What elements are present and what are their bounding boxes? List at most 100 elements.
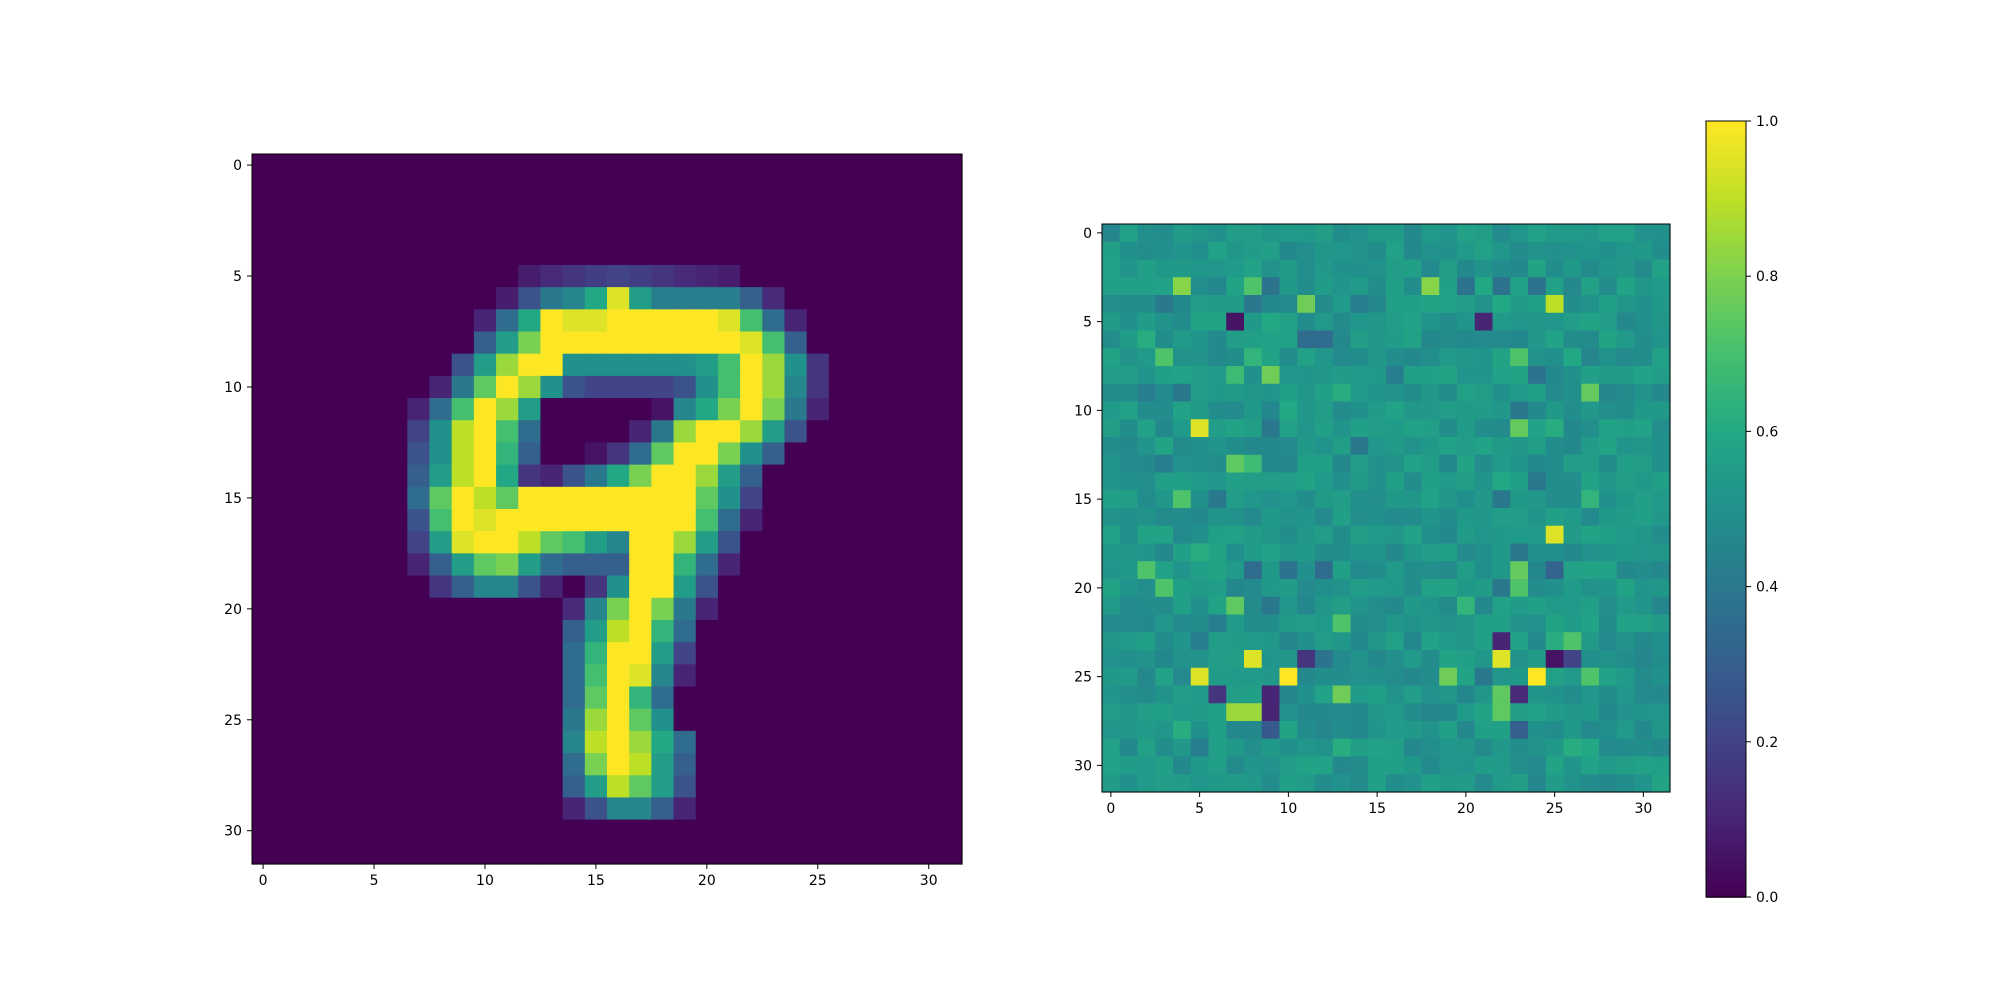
heatmap-cell <box>1102 774 1121 793</box>
y-tick-label: 30 <box>1074 758 1092 774</box>
heatmap-cell <box>629 287 652 310</box>
heatmap-cell <box>873 730 897 754</box>
heatmap-cell <box>1102 490 1121 509</box>
heatmap-cell <box>873 198 897 222</box>
heatmap-cell <box>1119 295 1139 314</box>
heatmap-cell <box>385 597 408 621</box>
heatmap-cell <box>252 686 275 710</box>
heatmap-cell <box>1226 596 1245 616</box>
heatmap-cell <box>1208 525 1227 545</box>
heatmap-cell <box>1439 401 1458 420</box>
heatmap-cell <box>917 486 941 510</box>
heatmap-cell <box>518 753 542 776</box>
heatmap-cell <box>695 309 719 333</box>
heatmap-cell <box>695 531 719 554</box>
heatmap-cell <box>1421 437 1440 456</box>
heatmap-cell <box>385 264 408 288</box>
heatmap-cell <box>762 264 786 288</box>
heatmap-cell <box>340 154 364 177</box>
heatmap-cell <box>1457 401 1476 420</box>
heatmap-cell <box>1137 490 1156 509</box>
heatmap-cell <box>1332 525 1352 545</box>
heatmap-cell <box>629 686 652 710</box>
heatmap-cell <box>429 664 453 688</box>
heatmap-cell <box>1563 383 1582 403</box>
heatmap-cell <box>1528 579 1547 598</box>
heatmap-cell <box>673 553 697 577</box>
colorbar-segment <box>1706 710 1746 716</box>
colorbar-segment <box>1706 598 1746 603</box>
heatmap-cell <box>562 398 586 421</box>
heatmap-cell <box>340 642 364 665</box>
heatmap-cell <box>518 420 542 444</box>
heatmap-cell <box>362 375 386 399</box>
heatmap-cell <box>851 597 874 621</box>
heatmap-cell <box>828 309 852 333</box>
heatmap-cell <box>562 486 586 510</box>
heatmap-cell <box>385 420 408 444</box>
heatmap-cell <box>629 331 652 355</box>
heatmap-cell <box>385 575 408 599</box>
heatmap-cell <box>1634 366 1653 385</box>
heatmap-cell <box>917 553 941 577</box>
heatmap-cell <box>1457 721 1476 740</box>
heatmap-cell <box>362 553 386 577</box>
heatmap-cell <box>473 309 497 333</box>
colorbar-segment <box>1706 229 1746 235</box>
heatmap-cell <box>717 708 741 732</box>
heatmap-cell <box>584 664 608 688</box>
heatmap-cell <box>1244 454 1263 474</box>
heatmap-cell <box>1119 437 1139 456</box>
heatmap-cell <box>1599 295 1618 314</box>
heatmap-cell <box>651 730 675 754</box>
heatmap-cell <box>1634 437 1653 456</box>
heatmap-cell <box>1386 685 1405 704</box>
heatmap-cell <box>584 686 608 710</box>
heatmap-cell <box>1528 703 1547 722</box>
heatmap-cell <box>1510 685 1529 704</box>
heatmap-cell <box>385 331 408 355</box>
heatmap-cell <box>1332 490 1352 509</box>
heatmap-cell <box>1403 259 1423 278</box>
heatmap-cell <box>274 619 297 643</box>
heatmap-cell <box>939 708 963 732</box>
heatmap-cell <box>1545 614 1565 633</box>
heatmap-cell <box>917 664 941 688</box>
x-tick-label: 0 <box>259 873 268 889</box>
heatmap-cell <box>1545 366 1565 385</box>
heatmap-cell <box>1457 259 1476 278</box>
heatmap-cell <box>1368 312 1387 332</box>
colorbar-segment <box>1706 784 1746 790</box>
heatmap-cell <box>873 775 897 799</box>
heatmap-cell <box>429 264 453 288</box>
heatmap-cell <box>296 287 320 310</box>
heatmap-cell <box>806 176 830 199</box>
heatmap-cell <box>1474 561 1494 580</box>
heatmap-cell <box>385 775 408 799</box>
heatmap-cell <box>873 841 897 865</box>
heatmap-cell <box>429 597 453 621</box>
colorbar-segment <box>1706 528 1746 534</box>
heatmap-cell <box>1261 401 1281 420</box>
heatmap-cell <box>518 797 542 821</box>
heatmap-cell <box>540 775 564 799</box>
heatmap-cell <box>1368 224 1387 243</box>
heatmap-cell <box>451 730 475 754</box>
heatmap-cell <box>1581 259 1600 278</box>
heatmap-cell <box>1474 277 1494 296</box>
heatmap-cell <box>1545 508 1565 527</box>
heatmap-cell <box>451 420 475 444</box>
heatmap-cell <box>1616 241 1636 261</box>
heatmap-cell <box>740 642 763 665</box>
heatmap-cell <box>784 775 808 799</box>
heatmap-cell <box>1599 508 1618 527</box>
heatmap-cell <box>1261 721 1281 740</box>
heatmap-cell <box>1261 419 1281 438</box>
heatmap-cell <box>717 242 741 266</box>
heatmap-cell <box>1634 738 1653 758</box>
heatmap-cell <box>1545 579 1565 598</box>
heatmap-cell <box>1634 330 1653 349</box>
heatmap-cell <box>1581 437 1600 456</box>
heatmap-cell <box>607 686 630 710</box>
heatmap-cell <box>473 198 497 222</box>
